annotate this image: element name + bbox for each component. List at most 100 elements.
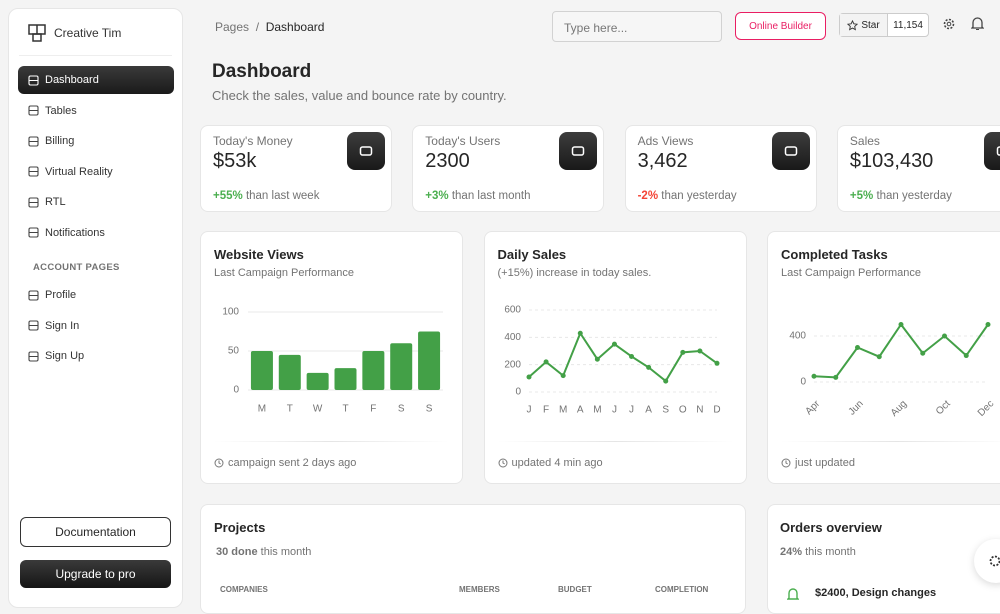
point: [611, 341, 617, 347]
x-tick-label: T: [287, 404, 293, 415]
x-tick-label: S: [398, 404, 405, 415]
x-tick-label: M: [593, 405, 601, 416]
point: [679, 349, 685, 355]
x-tick-label: F: [543, 405, 549, 416]
page: Creative Tim Dashboard Tables Billing Virtu…: [8, 8, 1000, 614]
change-text: than last month: [451, 190, 531, 202]
y-tick-label: 0: [800, 377, 806, 388]
x-tick-label: Jun: [847, 398, 866, 417]
icon-shape: [498, 458, 507, 468]
icon: [996, 146, 1000, 156]
search-input[interactable]: Type here...: [552, 11, 722, 42]
nav-item[interactable]: Dashboard: [18, 66, 174, 94]
online-builder-button[interactable]: Online Builder: [735, 12, 826, 40]
projects-subtitle: 30 done this month: [216, 546, 311, 558]
nav-icon: [28, 320, 39, 331]
x-tick-label: A: [576, 405, 583, 416]
nav-item[interactable]: Billing: [18, 127, 174, 155]
divider: [214, 441, 449, 442]
point: [985, 322, 991, 327]
nav-label: Profile: [45, 289, 77, 301]
nav-item[interactable]: Profile: [18, 281, 174, 309]
bar: [306, 372, 329, 390]
divider: [781, 441, 1000, 442]
breadcrumb-separator: /: [249, 20, 266, 34]
breadcrumb-item[interactable]: Pages: [215, 20, 250, 34]
column-header: COMPANIES: [220, 585, 268, 594]
bar: [334, 368, 357, 390]
nav-item[interactable]: Notifications: [18, 219, 174, 247]
projects-card: Projects 30 done this month COMPANIES ME…: [200, 504, 746, 614]
nav-item[interactable]: Tables: [18, 97, 174, 125]
stat-icon: [771, 132, 810, 170]
column-header: MEMBERS: [459, 585, 500, 594]
x-tick-label: Dec: [976, 398, 996, 418]
nav-label: Sign In: [45, 319, 80, 332]
point: [714, 360, 719, 366]
y-tick-label: 100: [222, 307, 239, 318]
bell-icon: [787, 588, 799, 600]
clock-icon: [498, 458, 507, 468]
nav-label: Billing: [45, 135, 75, 147]
stat-change: +55% than last week: [213, 190, 319, 202]
y-tick-label: 0: [515, 387, 521, 398]
line: [527, 331, 718, 383]
stat-value: 2300: [425, 150, 470, 172]
projects-done-text: this month: [260, 546, 312, 558]
chart-subtitle: Last Campaign Performance: [781, 267, 922, 279]
star-button[interactable]: Star: [840, 14, 888, 36]
chart-title: Completed Tasks: [781, 247, 888, 262]
stat-change: +5% than yesterday: [850, 190, 952, 202]
order-item: $2400, Design changes: [815, 587, 937, 599]
footer-text: just updated: [795, 457, 855, 469]
documentation-button[interactable]: Documentation: [20, 517, 171, 547]
bar: [390, 343, 413, 390]
point: [833, 374, 839, 380]
nav-label: Notifications: [45, 226, 105, 239]
nav-item[interactable]: RTL: [18, 188, 174, 216]
divider: [19, 55, 172, 56]
settings-icon[interactable]: [942, 17, 956, 31]
nav-label: Sign Up: [45, 350, 85, 362]
point: [645, 364, 651, 370]
sidebar: Creative Tim Dashboard Tables Billing Virtu…: [8, 8, 183, 608]
y-tick-label: 50: [228, 346, 240, 357]
x-tick-label: D: [713, 405, 720, 416]
x-tick-label: J: [526, 405, 531, 416]
nav-item[interactable]: Virtual Reality: [18, 158, 174, 186]
change-text: than last week: [245, 190, 320, 202]
brand-name: Creative Tim: [54, 26, 122, 40]
point: [942, 333, 947, 339]
nav-item[interactable]: Sign In: [18, 312, 174, 340]
stat-card: Ads Views 3,462 -2% than yesterday: [624, 125, 817, 212]
nav-item[interactable]: Sign Up: [18, 342, 174, 370]
stat-icon: [347, 132, 385, 170]
upgrade-button[interactable]: Upgrade to pro: [20, 560, 171, 588]
x-tick-label: A: [645, 405, 652, 416]
star-icon: [847, 19, 859, 31]
brand-logo: [28, 24, 46, 42]
stat-label: Today's Money: [213, 134, 293, 148]
icon: [572, 146, 585, 156]
stat-value: $53k: [213, 150, 257, 172]
stat-card: Sales $103,430 +5% than yesterday: [836, 125, 1000, 212]
chart-subtitle: (+15%) increase in today sales.: [497, 267, 652, 279]
github-star[interactable]: Star 11,154: [839, 13, 929, 37]
chart-card: Daily Sales (+15%) increase in today sale…: [483, 231, 747, 484]
chart-footer: updated 4 min ago: [498, 457, 603, 469]
breadcrumb: Pages / Dashboard: [215, 20, 324, 34]
change-percent: +55%: [213, 190, 243, 202]
point: [594, 356, 600, 362]
point: [876, 354, 882, 360]
clock-icon: [214, 458, 224, 468]
point: [662, 378, 668, 384]
nav-label: Tables: [45, 104, 77, 117]
point: [560, 373, 566, 379]
notification-icon[interactable]: [971, 16, 984, 31]
stat-change: -2% than yesterday: [638, 190, 737, 202]
change-percent: +5%: [849, 190, 874, 202]
nav-icon: [28, 350, 39, 362]
divider: [497, 441, 733, 442]
projects-title: Projects: [214, 520, 266, 535]
bar: [278, 354, 301, 390]
